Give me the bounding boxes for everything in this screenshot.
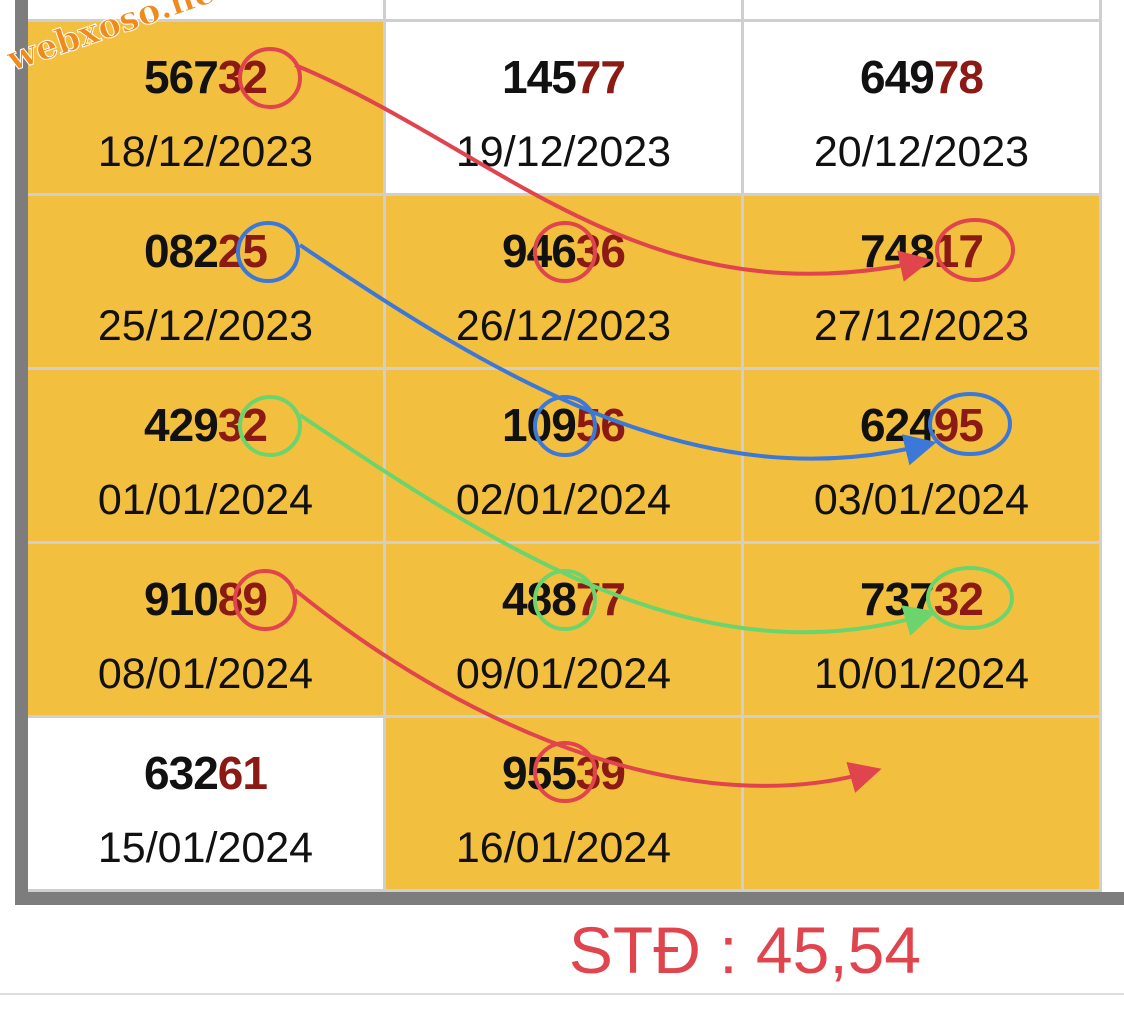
date: 08/01/2024: [28, 650, 383, 699]
cell: 42932 01/01/2024: [28, 370, 386, 544]
date-text: 26/12/2023: [455, 302, 672, 350]
number: 91089: [28, 572, 383, 626]
cell: [28, 0, 386, 22]
cell: [386, 0, 744, 22]
arrow: [298, 413, 937, 636]
date: 26/12/2023: [386, 302, 741, 351]
date-text: 18/12/2023: [97, 128, 314, 176]
number-head: 910: [144, 573, 219, 625]
number: 42932: [28, 398, 383, 452]
cell: 91089 08/01/2024: [28, 544, 386, 718]
arrow: [298, 243, 937, 466]
number: 64978: [744, 50, 1099, 104]
number-head: 632: [144, 747, 219, 799]
arrow: [293, 588, 882, 793]
date-text: 25/12/2023: [97, 302, 314, 350]
number: 63261: [28, 746, 383, 800]
date-text: 08/01/2024: [97, 650, 314, 698]
number-tail: 78: [933, 51, 984, 103]
date: 27/12/2023: [744, 302, 1099, 351]
number-head: 429: [144, 399, 219, 451]
circle: [238, 47, 302, 109]
date: 10/01/2024: [744, 650, 1099, 699]
arrow: [294, 63, 932, 282]
circle: [533, 221, 597, 283]
number: 56732: [28, 50, 383, 104]
number-head: 082: [144, 225, 219, 277]
date-text: 01/01/2024: [97, 476, 314, 524]
date: 09/01/2024: [386, 650, 741, 699]
cell: 63261 15/01/2024: [28, 718, 386, 892]
cell: 08225 25/12/2023: [28, 196, 386, 370]
frame: [15, 892, 1124, 905]
date-text: 15/01/2024: [97, 824, 314, 872]
circle: [233, 569, 297, 631]
date-text: 20/12/2023: [813, 128, 1030, 176]
number-tail: 95: [933, 399, 984, 451]
date: 02/01/2024: [386, 476, 741, 525]
date-text: 16/01/2024: [455, 824, 672, 872]
date-text: 27/12/2023: [813, 302, 1030, 350]
number-head: 567: [144, 51, 219, 103]
date: 03/01/2024: [744, 476, 1099, 525]
circle: [533, 395, 597, 457]
circle: [928, 392, 1012, 456]
date-text: 10/01/2024: [813, 650, 1030, 698]
date: 15/01/2024: [28, 824, 383, 873]
cell: [1102, 0, 1124, 892]
date-text: 02/01/2024: [455, 476, 672, 524]
number-head: 649: [860, 51, 935, 103]
date-text: 09/01/2024: [455, 650, 672, 698]
circle: [236, 221, 300, 283]
empty-cell: [744, 718, 1102, 892]
circle: [533, 569, 597, 631]
cell: 56732 18/12/2023: [28, 22, 386, 196]
frame: [15, 0, 28, 905]
cell: 14577 19/12/2023: [386, 22, 744, 196]
circle: [935, 218, 1015, 282]
circle: [926, 566, 1014, 630]
circle: [238, 395, 302, 457]
number-tail: 61: [217, 747, 268, 799]
date: 25/12/2023: [28, 302, 383, 351]
date: 18/12/2023: [28, 128, 383, 177]
number-tail: 77: [575, 51, 626, 103]
number-tail: 32: [933, 573, 984, 625]
number: 14577: [386, 50, 741, 104]
cell: [744, 0, 1102, 22]
number-head: 145: [502, 51, 577, 103]
date: 01/01/2024: [28, 476, 383, 525]
date-text: 03/01/2024: [813, 476, 1030, 524]
footer-text: STĐ : 45,54: [568, 913, 922, 987]
date: 20/12/2023: [744, 128, 1099, 177]
cell: 64978 20/12/2023: [744, 22, 1102, 196]
divider: [0, 993, 1124, 995]
date: 16/01/2024: [386, 824, 741, 873]
cell: 74817 27/12/2023: [744, 196, 1102, 370]
circle: [533, 741, 597, 803]
